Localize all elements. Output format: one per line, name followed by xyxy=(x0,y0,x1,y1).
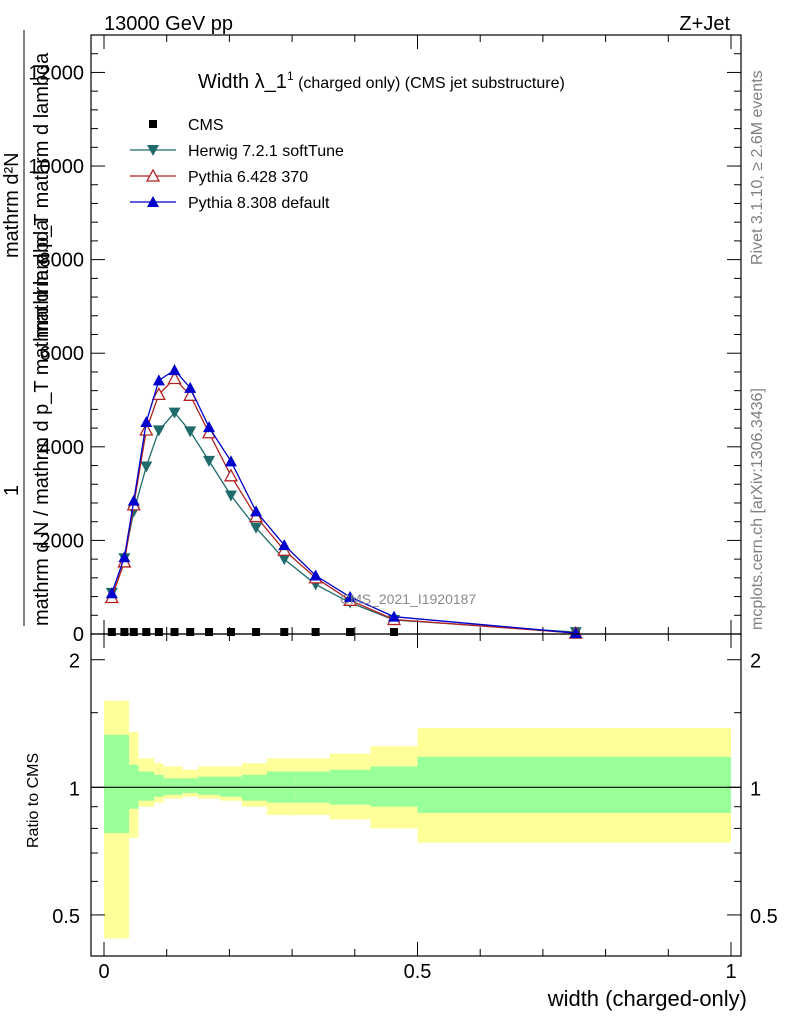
ratio-band-green xyxy=(370,766,418,807)
ratio-band-green xyxy=(219,776,242,797)
series-point xyxy=(203,421,216,433)
series-point xyxy=(168,407,181,419)
ratio-y-tick-label: 1 xyxy=(69,778,80,800)
legend-marker xyxy=(149,120,157,128)
legend-label: Pythia 8.308 default xyxy=(188,195,330,212)
series-point xyxy=(278,539,291,551)
series-point xyxy=(278,554,291,566)
header-left-label: 13000 GeV pp xyxy=(104,13,233,35)
series-point xyxy=(152,425,165,437)
series-point xyxy=(184,381,197,393)
series-point xyxy=(569,627,582,639)
main-series-group xyxy=(104,364,583,639)
main-y-label: mathrm d²N mathrm d p_T mathrm d lambda … xyxy=(1,30,53,626)
ylabel-denominator: mathrm d N / mathrm d p_T mathrm d lambd… xyxy=(31,219,53,626)
rivet-label: Rivet 3.1.10, ≥ 2.6M events xyxy=(749,70,766,265)
x-tick-label: 0.5 xyxy=(404,961,432,983)
ratio-band-green xyxy=(104,734,120,834)
ratio-panel-frame xyxy=(90,633,742,957)
main-y-tick-label: 6000 xyxy=(40,343,85,365)
ylabel-numerator-1: mathrm d²N xyxy=(1,152,23,258)
series-point xyxy=(140,461,153,473)
series-point xyxy=(139,422,154,436)
series-point xyxy=(389,628,398,636)
x-tick-label: 1 xyxy=(725,961,736,983)
series-point xyxy=(224,490,237,502)
legend-marker xyxy=(147,145,159,156)
ylabel-numerator-2: mathrm d p_T mathrm d lambda xyxy=(31,52,53,338)
series-point xyxy=(151,387,166,401)
ratio-bands xyxy=(104,700,731,939)
series-point xyxy=(120,628,129,636)
ratio-band-green xyxy=(154,774,164,797)
header-right-label: Z+Jet xyxy=(679,13,730,35)
legend-label: Pythia 6.428 370 xyxy=(188,169,308,186)
series-point xyxy=(105,587,118,599)
ratio-band-green xyxy=(138,771,155,801)
ratio-band-green xyxy=(119,734,130,834)
watermark-label: CMS_2021_I1920187 xyxy=(340,591,476,607)
ratio-band-green xyxy=(198,776,220,795)
series-point xyxy=(280,628,289,636)
series-point xyxy=(309,569,322,581)
main-y-tick-label: 0 xyxy=(73,624,84,646)
series-point xyxy=(107,628,116,636)
x-tick-label: 0 xyxy=(98,961,109,983)
series-point xyxy=(205,628,214,636)
series-point xyxy=(129,628,138,636)
series-point xyxy=(250,522,263,534)
ratio-band-green xyxy=(182,778,199,793)
series-point xyxy=(152,374,165,386)
series-point xyxy=(184,426,197,438)
series-point xyxy=(252,628,261,636)
mcplots-label: mcplots.cern.ch [arXiv:1306.3436] xyxy=(749,388,766,630)
legend: CMS Herwig 7.2.1 softTune Pythia 6.428 370… xyxy=(130,117,344,212)
legend-label: CMS xyxy=(188,117,224,134)
series-point xyxy=(186,628,195,636)
series-point xyxy=(203,455,216,467)
ratio-y-tick-label-right: 1 xyxy=(750,778,761,800)
ratio-y-tick-label-right: 0.5 xyxy=(750,906,778,928)
series-point xyxy=(168,364,181,376)
legend-marker xyxy=(145,168,161,182)
series-point xyxy=(170,628,179,636)
series-point xyxy=(142,628,151,636)
main-y-tick-label: 4000 xyxy=(40,437,85,459)
series-point xyxy=(226,628,235,636)
ratio-y-tick-label: 0.5 xyxy=(52,906,80,928)
series-point xyxy=(224,455,237,467)
series-point xyxy=(346,628,355,636)
ratio-y-tick-label: 2 xyxy=(69,651,80,673)
main-y-tick-label: 2000 xyxy=(40,530,85,552)
series-point xyxy=(223,468,239,482)
series-point xyxy=(154,628,163,636)
series-point xyxy=(250,505,263,517)
main-y-axis: 0 2000 4000 6000 8000 10000 12000 xyxy=(28,35,741,646)
series-point xyxy=(387,610,400,622)
main-y-tick-label: 12000 xyxy=(28,62,84,84)
series-point xyxy=(311,628,320,636)
series-point xyxy=(140,416,153,428)
legend-marker xyxy=(147,196,159,207)
main-y-tick-label: 10000 xyxy=(28,156,84,178)
ratio-band-green xyxy=(163,778,183,795)
ratio-axes: 0.5 0.5 1 1 2 2 0 0.5 1 xyxy=(52,634,778,983)
main-y-tick-label: 8000 xyxy=(40,250,85,272)
ratio-y-label: Ratio to CMS xyxy=(25,753,42,848)
chart-title: Width λ_11 (charged only) (CMS jet subst… xyxy=(198,69,565,93)
series-point xyxy=(344,591,357,603)
series-point xyxy=(127,494,140,506)
ylabel-fraction-one: 1 xyxy=(1,485,23,496)
series-point xyxy=(118,551,131,563)
series-point xyxy=(167,371,182,385)
legend-label: Herwig 7.2.1 softTune xyxy=(188,143,344,160)
x-axis-label: width (charged-only) xyxy=(547,986,747,1011)
ratio-y-tick-label-right: 2 xyxy=(750,651,761,673)
ratio-band-green xyxy=(417,756,731,813)
